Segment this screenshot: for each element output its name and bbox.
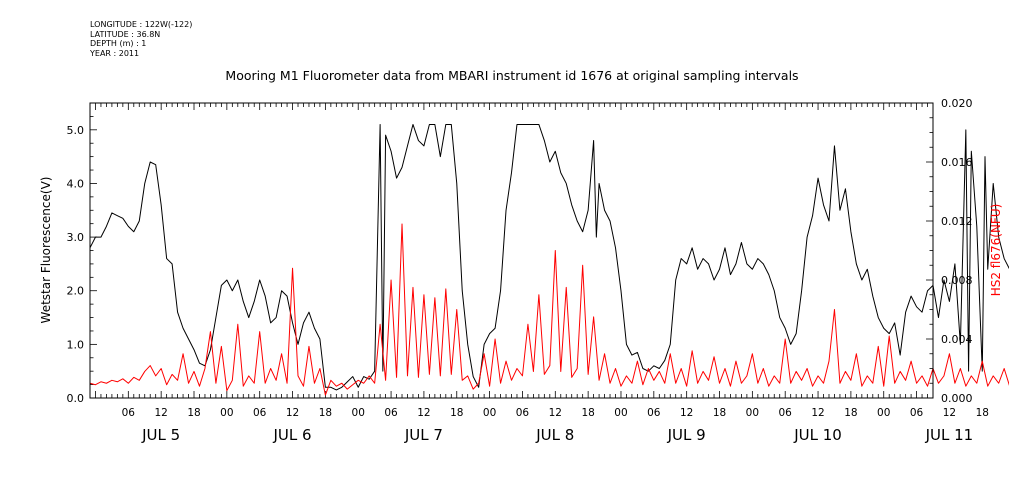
x-hour-tick-label: 18 — [713, 407, 726, 419]
y-tick-label-left: 5.0 — [67, 124, 85, 137]
y-tick-label-right: 0.012 — [941, 215, 973, 228]
x-hour-tick-label: 00 — [746, 407, 759, 419]
y-tick-label-right: 0.016 — [941, 156, 973, 169]
x-day-label: JUL 9 — [667, 426, 706, 444]
x-hour-tick-label: 00 — [483, 407, 496, 419]
x-hour-tick-label: 06 — [647, 407, 661, 419]
longitude-label: LONGITUDE : 122W(-122) — [90, 20, 193, 29]
x-hour-tick-label: 06 — [910, 407, 924, 419]
x-hour-tick-label: 18 — [844, 407, 857, 419]
axis-labels: 06 12 18 00 06 12 18 00 06 12 18 00 06 12 18 00 06 12 18 00… — [67, 97, 1009, 444]
y-tick-label-right: 0.004 — [941, 333, 973, 346]
metadata-block: LONGITUDE : 122W(-122) LATITUDE : 36.8N … — [90, 20, 192, 58]
chart-title: Mooring M1 Fluorometer data from MBARI i… — [225, 68, 798, 83]
x-hour-tick-label: 00 — [220, 407, 233, 419]
y-tick-label-right: 0.020 — [941, 97, 973, 110]
y-tick-label-left: 2.0 — [67, 285, 85, 298]
x-day-label: JUL 10 — [793, 426, 842, 444]
x-hour-tick-label: 00 — [877, 407, 890, 419]
x-hour-tick-label: 00 — [352, 407, 365, 419]
x-hour-tick-label: 06 — [122, 407, 136, 419]
x-hour-tick-label: 06 — [384, 407, 398, 419]
year-label: YEAR : 2011 — [90, 48, 140, 58]
y-axis-label-left: Wetstar Fluorescence(V) — [39, 177, 53, 324]
x-hour-tick-label: 06 — [779, 407, 793, 419]
series-wetstar-line — [89, 123, 1009, 391]
axis-ticks — [89, 102, 934, 399]
x-day-label: JUL 8 — [535, 426, 574, 444]
y-tick-label-right: 0.000 — [941, 392, 973, 405]
latitude-label: LATITUDE : 36.8N — [90, 29, 161, 39]
x-hour-tick-label: 12 — [943, 407, 956, 419]
x-hour-tick-label: 12 — [154, 407, 167, 419]
y-tick-label-left: 0.0 — [67, 392, 85, 405]
x-hour-tick-label: 18 — [319, 407, 332, 419]
x-hour-tick-label: 12 — [286, 407, 299, 419]
x-hour-tick-label: 18 — [187, 407, 200, 419]
x-hour-tick-label: 12 — [680, 407, 693, 419]
y-axis-label-right: HS2 fl676(NFU) — [989, 204, 1003, 297]
y-tick-label-left: 4.0 — [67, 177, 85, 190]
x-hour-tick-label: 12 — [811, 407, 824, 419]
y-tick-label-left: 3.0 — [67, 231, 85, 244]
x-hour-tick-label: 00 — [614, 407, 627, 419]
x-hour-tick-label: 18 — [976, 407, 989, 419]
depth-label: DEPTH (m) : 1 — [90, 39, 147, 48]
x-hour-tick-label: 06 — [253, 407, 267, 419]
plot-series — [89, 123, 1009, 396]
x-hour-tick-label: 06 — [516, 407, 530, 419]
x-hour-tick-label: 18 — [581, 407, 594, 419]
y-tick-label-right: 0.008 — [941, 274, 973, 287]
x-day-label: JUL 7 — [404, 426, 443, 444]
x-hour-tick-label: 12 — [417, 407, 430, 419]
x-day-label: JUL 11 — [925, 426, 974, 444]
series-hs2-line — [89, 223, 1009, 396]
x-hour-tick-label: 12 — [549, 407, 562, 419]
y-tick-label-left: 1.0 — [67, 338, 85, 351]
x-day-label: JUL 5 — [141, 426, 180, 444]
x-hour-tick-label: 18 — [450, 407, 463, 419]
plot-frame — [89, 102, 934, 399]
x-day-label: JUL 6 — [272, 426, 311, 444]
